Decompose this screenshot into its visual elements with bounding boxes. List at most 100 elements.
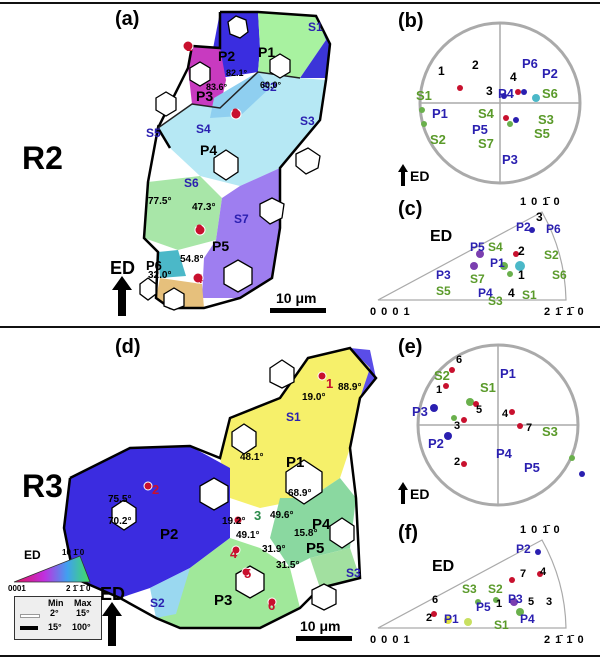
f-2: 2 xyxy=(426,612,433,624)
ebsd-map-r3 xyxy=(62,346,378,630)
d-nucleus-5: 5 xyxy=(244,566,252,581)
ed-label-d: ED xyxy=(100,584,126,604)
a-grain-p5: P5 xyxy=(212,238,230,254)
e-s2: S2 xyxy=(434,368,450,383)
a-grain-p3: P3 xyxy=(196,88,214,104)
c-p4: P4 xyxy=(478,286,493,300)
b-p4: P4 xyxy=(498,86,514,101)
a-angle-5: 47.3° xyxy=(192,202,216,213)
legend-tick-top: 10 1̄ 0 xyxy=(62,548,85,557)
d-grain-p1: P1 xyxy=(286,454,305,471)
pole-points-b xyxy=(419,85,540,127)
unit-cell-icons-d xyxy=(111,359,355,611)
d-site-s1: S1 xyxy=(286,410,301,424)
grain-p4 xyxy=(158,72,326,186)
f-s1: S1 xyxy=(494,618,509,632)
ed-arrow-a xyxy=(112,276,132,316)
f-corner-right: 2 1̄ 1̄ 0 xyxy=(544,634,585,646)
d-angle-11: 31.9° xyxy=(262,544,286,555)
f-p4: P4 xyxy=(520,612,535,626)
c-s7: S7 xyxy=(470,272,485,286)
e-2: 2 xyxy=(454,456,461,468)
a-angle-7: 32.0° xyxy=(148,270,172,281)
misorientation-legend xyxy=(14,596,102,640)
a-nucleus-2: 2 xyxy=(232,106,239,120)
d-grain-p5: P5 xyxy=(306,540,325,557)
f-p3: P3 xyxy=(508,592,523,606)
c-corner-top: 1 0 1̄ 0 xyxy=(520,196,561,208)
d-angle-1: 88.9° xyxy=(338,382,362,393)
a-angle-2: 83.6° xyxy=(206,82,228,92)
b-s2: S2 xyxy=(430,132,446,147)
c-p3: P3 xyxy=(436,268,451,282)
f-4: 4 xyxy=(540,566,547,578)
ipf-triangle-f xyxy=(377,539,567,629)
f-5: 5 xyxy=(528,596,535,608)
map-outline-d xyxy=(62,346,378,630)
f-3: 3 xyxy=(546,596,553,608)
d-angle-8: 49.6° xyxy=(270,510,294,521)
grain-s4-strip xyxy=(210,72,270,118)
d-angle-3: 48.1° xyxy=(240,452,264,463)
e-p4: P4 xyxy=(496,446,512,461)
f-7: 7 xyxy=(520,568,527,580)
pole-figure-e xyxy=(416,343,585,507)
f-corner-left: 0 0 0 1 xyxy=(370,634,411,646)
legend-ed-label: ED xyxy=(24,548,41,562)
a-nucleus-4: 4 xyxy=(196,272,203,286)
b-p2: P2 xyxy=(542,66,558,81)
panel-label-f: (f) xyxy=(398,522,418,544)
a-angle-1: 82.1° xyxy=(226,68,248,78)
d-angle-12: 31.5° xyxy=(276,560,300,571)
grain-p5 xyxy=(310,548,360,588)
a-site-s7: S7 xyxy=(234,212,249,226)
unit-cell-icons xyxy=(139,15,321,311)
legend-max-label: Max xyxy=(74,598,92,608)
ed-label-b: ED xyxy=(410,168,430,184)
ebsd-map-r2 xyxy=(139,10,332,311)
row-label-r2: R2 xyxy=(22,140,63,176)
ed-arrow-e xyxy=(398,482,408,504)
row-label-r3: R3 xyxy=(22,468,63,504)
b-p6: P6 xyxy=(522,56,538,71)
a-angle-3: 60.0° xyxy=(260,80,282,90)
legend-tick-left: 0001 xyxy=(8,584,26,593)
b-s4: S4 xyxy=(478,106,494,121)
f-1: 1 xyxy=(496,598,503,610)
ipf-color-key xyxy=(13,555,91,583)
a-nucleus-3: 3 xyxy=(196,222,203,236)
a-angle-4: 77.5° xyxy=(148,196,172,207)
c-p5: P5 xyxy=(470,240,485,254)
b-s3: S3 xyxy=(538,112,554,127)
c-2: 2 xyxy=(518,244,525,258)
a-site-s6: S6 xyxy=(184,176,199,190)
grain-p1 xyxy=(220,348,370,508)
b-s7: S7 xyxy=(478,136,494,151)
a-site-s3: S3 xyxy=(300,114,315,128)
ed-label-c: ED xyxy=(430,228,453,245)
grain-p6 xyxy=(158,250,186,278)
bottom-rule xyxy=(0,655,600,657)
b-label-3: 3 xyxy=(486,84,493,98)
c-corner-left: 0 0 0 1 xyxy=(370,306,411,318)
a-grain-p4: P4 xyxy=(200,142,218,158)
grain-green-left xyxy=(144,176,222,250)
legend-row1-min: 2° xyxy=(50,608,59,618)
grain-p5 xyxy=(202,168,280,298)
middle-rule xyxy=(0,326,600,328)
a-grain-p2: P2 xyxy=(218,48,236,64)
d-angle-4: 68.9° xyxy=(288,488,312,499)
panel-label-d: (d) xyxy=(115,336,141,358)
e-p1: P1 xyxy=(500,366,516,381)
legend-row2-min: 15° xyxy=(48,622,62,632)
c-p6: P6 xyxy=(546,222,561,236)
b-s5: S5 xyxy=(534,126,550,141)
nuclei-markers xyxy=(182,40,242,284)
legend-tick-right: 2 1̄ 1̄ 0 xyxy=(66,584,91,593)
f-s2: S2 xyxy=(488,582,503,596)
b-p3: P3 xyxy=(502,152,518,167)
b-s6: S6 xyxy=(542,86,558,101)
d-angle-9: 49.1° xyxy=(236,530,260,541)
c-corner-right: 2 1̄ 1̄ 0 xyxy=(544,306,585,318)
d-angle-2: 19.0° xyxy=(302,392,326,403)
